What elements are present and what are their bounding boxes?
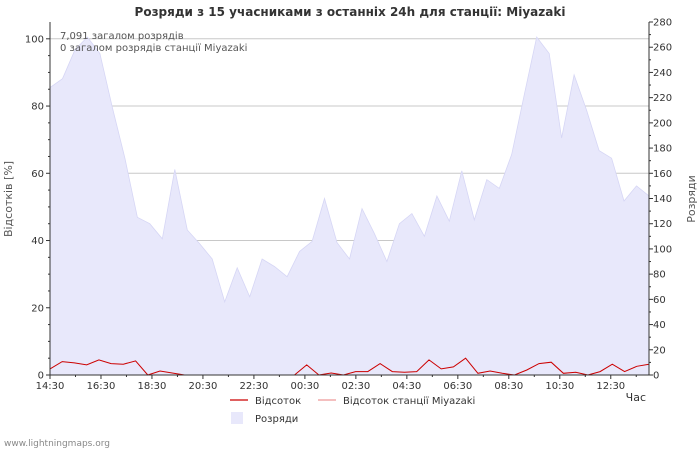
x-tick-label: 10:30 (545, 381, 574, 392)
legend: Відсоток Відсоток станції Miyazaki Розря… (230, 395, 475, 425)
y-tick-label-left: 60 (31, 169, 44, 180)
y-tick-label-right: 160 (653, 169, 672, 180)
y-tick-label-left: 0 (38, 371, 44, 382)
x-axis-label: Час (626, 391, 646, 404)
legend-strokes-swatch (231, 412, 243, 424)
legend-percent-label: Відсоток (255, 395, 301, 407)
y-axis-label-right: Розряди (685, 175, 698, 223)
chart-title: Розряди з 15 учасниками з останніх 24h д… (135, 5, 566, 19)
station-strokes-info: 0 загалом розрядів станції Miyazaki (60, 42, 247, 54)
y-tick-label-right: 0 (653, 371, 659, 382)
percent-line (49, 357, 650, 376)
y-tick-label-right: 240 (653, 68, 672, 79)
y-tick-label-left: 40 (31, 236, 44, 247)
x-tick-label: 14:30 (36, 381, 65, 392)
y-tick-label-right: 120 (653, 219, 672, 230)
strokes-area (49, 36, 650, 376)
x-tick-label: 16:30 (87, 381, 116, 392)
y-tick-label-right: 80 (653, 270, 666, 281)
total-strokes-info: 7,091 загалом розрядів (60, 30, 184, 42)
legend-station-percent-label: Відсоток станції Miyazaki (343, 395, 475, 407)
x-tick-label: 04:30 (392, 381, 421, 392)
y-tick-label-right: 60 (653, 295, 666, 306)
y-axis-label-left: Відсотків [%] (2, 161, 15, 237)
x-tick-label: 12:30 (596, 381, 625, 392)
y-tick-label-right: 280 (653, 18, 672, 29)
y-tick-label-right: 260 (653, 43, 672, 54)
x-tick-label: 08:30 (494, 381, 523, 392)
x-tick-label: 00:30 (290, 381, 319, 392)
x-tick-label: 06:30 (443, 381, 472, 392)
y-tick-label-left: 20 (31, 303, 44, 314)
y-tick-label-left: 100 (25, 34, 44, 45)
x-tick-label: 18:30 (138, 381, 167, 392)
y-tick-label-right: 40 (653, 320, 666, 331)
y-tick-label-right: 20 (653, 345, 666, 356)
y-tick-label-right: 200 (653, 118, 672, 129)
y-tick-label-left: 80 (31, 102, 44, 113)
y-tick-label-right: 220 (653, 93, 672, 104)
x-tick-label: 22:30 (240, 381, 269, 392)
y-tick-label-right: 180 (653, 144, 672, 155)
y-tick-label-right: 140 (653, 194, 672, 205)
x-tick-label: 20:30 (189, 381, 218, 392)
y-tick-label-right: 100 (653, 244, 672, 255)
x-tick-label: 02:30 (341, 381, 370, 392)
footer-site-link[interactable]: www.lightningmaps.org (4, 439, 110, 449)
legend-strokes-label: Розряди (255, 414, 298, 425)
